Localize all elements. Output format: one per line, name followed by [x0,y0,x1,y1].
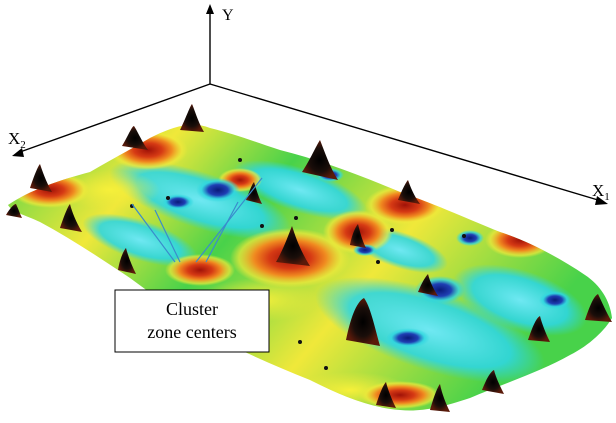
x1-axis-line [209,83,599,201]
peak [528,316,550,342]
marker [298,340,302,344]
peak [302,140,338,180]
peak [585,294,612,322]
peak [30,164,52,192]
low-well [353,244,377,256]
axes: Y X2 X1 [8,4,610,205]
marker [238,158,242,162]
peak [122,126,148,150]
callout-frame [114,289,270,353]
peak [482,370,504,394]
low-well [386,328,430,348]
peak [276,226,310,266]
peak [246,182,262,204]
x2-axis-arrow [12,148,24,157]
error-surface [6,104,612,412]
high-region [485,222,555,258]
low-well [162,194,194,210]
pointer-line [154,209,181,263]
callout-box: Cluster zone centers [114,289,270,353]
marker [462,234,466,238]
marker [166,196,170,200]
low-well [456,230,484,246]
peak [346,298,380,346]
marker [390,228,394,232]
x2-axis-label: X2 [8,129,26,151]
callout-pointers [131,177,263,263]
low-region [233,159,367,221]
marker [324,366,328,370]
peak [60,204,82,232]
x2-axis-line [19,83,211,153]
low-region [452,264,588,336]
low-well [196,178,240,202]
y-axis-label: Y [222,7,234,24]
x1-axis-label: X1 [592,181,610,203]
peak [118,248,136,274]
mid-region [60,170,160,210]
callout-line-2: zone centers [147,322,236,342]
peak [430,384,450,412]
peak [398,180,420,204]
high-region [165,254,235,286]
marker [294,216,298,220]
peak [180,104,204,132]
low-region [315,276,545,384]
marker [260,224,264,228]
marker [376,260,380,264]
low-well [539,291,571,309]
peak [418,274,438,296]
y-axis-arrow [206,4,214,14]
high-region [360,381,440,409]
peak [6,204,22,218]
peak [376,382,396,408]
pointer-line [131,203,176,263]
pointer-line [205,201,239,263]
low-region [109,160,291,240]
callout-line-1: Cluster [166,299,218,319]
peak [350,224,366,248]
x1-axis-arrow [595,196,608,205]
